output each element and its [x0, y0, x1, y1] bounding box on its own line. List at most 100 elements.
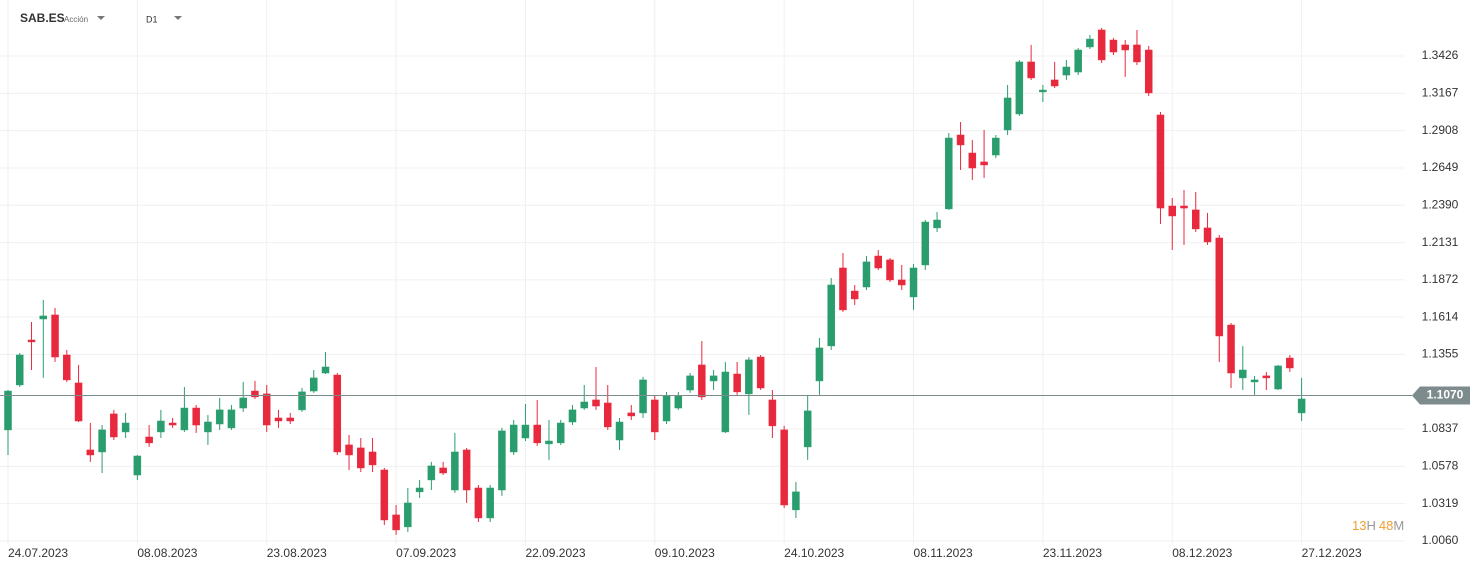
candle-body — [533, 424, 541, 444]
y-tick-label: 1.0319 — [1422, 496, 1459, 510]
candle-body — [439, 467, 447, 474]
candle-body — [27, 339, 36, 343]
candle-body — [1168, 205, 1176, 217]
y-tick-label: 1.2908 — [1422, 123, 1459, 137]
candle-body — [745, 359, 753, 395]
candle-body — [368, 451, 377, 466]
candle-body — [1086, 38, 1094, 48]
candle-body — [568, 409, 577, 423]
candle-body — [1156, 114, 1165, 209]
candle-body — [756, 356, 765, 389]
candle-body — [110, 413, 118, 438]
candle-body — [662, 395, 671, 422]
x-tick-label: 24.07.2023 — [8, 546, 68, 560]
candle-body — [215, 409, 224, 425]
candle-body — [404, 502, 412, 528]
y-tick-label: 1.3426 — [1422, 48, 1459, 62]
candle-body — [615, 421, 624, 441]
countdown-minutes: 48 — [1379, 518, 1393, 533]
candle-body — [310, 377, 318, 392]
y-tick-label: 1.2390 — [1422, 197, 1459, 211]
candle-body — [909, 267, 918, 298]
candle-body — [63, 354, 71, 381]
x-tick-label: 08.08.2023 — [137, 546, 197, 560]
candle-body — [345, 444, 353, 456]
candle-body — [698, 364, 706, 398]
candle-body — [392, 514, 400, 531]
x-tick-label: 07.09.2023 — [396, 546, 456, 560]
y-tick-label: 1.1355 — [1422, 347, 1459, 361]
candle-body — [1203, 227, 1212, 243]
candle-body — [180, 407, 189, 431]
candle-body — [380, 469, 389, 521]
candle-body — [1015, 61, 1024, 115]
candle-body — [874, 255, 882, 269]
candle-body — [1262, 375, 1271, 379]
candle-body — [803, 410, 812, 448]
x-tick-label: 24.10.2023 — [784, 546, 844, 560]
x-tick-label: 09.10.2023 — [655, 546, 715, 560]
candle-body — [674, 395, 683, 409]
last-price-tag — [1412, 386, 1470, 405]
x-tick-label: 08.12.2023 — [1172, 546, 1232, 560]
candle-body — [1039, 89, 1047, 93]
candle-body — [733, 373, 741, 393]
candle-body — [415, 487, 424, 493]
candle-body — [274, 417, 283, 422]
candle-body — [86, 449, 95, 456]
candle-body — [204, 421, 212, 433]
candle-body — [333, 374, 342, 453]
candle-body — [51, 314, 59, 358]
candle-body — [121, 422, 130, 433]
dropdown-icon[interactable] — [174, 16, 182, 20]
x-tick-label: 23.08.2023 — [267, 546, 327, 560]
candle-body — [1286, 357, 1294, 369]
candle-body — [945, 137, 953, 210]
candle-body — [1274, 365, 1282, 390]
candle-body — [651, 399, 659, 433]
candle-body — [862, 261, 871, 288]
timeframe[interactable]: D1 — [146, 14, 158, 24]
candle-body — [1133, 44, 1141, 63]
candle-body — [921, 221, 930, 266]
y-tick-label: 1.0578 — [1422, 459, 1459, 473]
candle-body — [980, 161, 988, 166]
candle-body — [898, 279, 906, 286]
candle-body — [780, 429, 788, 506]
candle-body — [298, 391, 306, 411]
candle-body — [498, 430, 506, 491]
candle-body — [933, 219, 941, 229]
candle-body — [992, 137, 1000, 156]
last-price-label: 1.1070 — [1427, 388, 1464, 402]
candle-body — [74, 382, 83, 422]
candle-body — [251, 390, 259, 398]
y-tick-label: 1.0837 — [1422, 421, 1459, 435]
symbol[interactable]: SAB.ES — [20, 11, 65, 25]
candle-body — [1097, 29, 1106, 61]
y-tick-label: 1.2131 — [1422, 235, 1459, 249]
candle-body — [145, 436, 153, 444]
candle-body — [968, 152, 977, 169]
candle-body — [627, 412, 636, 417]
candle-body — [721, 371, 730, 433]
candle-body — [192, 407, 200, 426]
candle-body — [1250, 379, 1259, 383]
candle-body — [451, 451, 459, 491]
candle-body — [545, 440, 553, 445]
x-tick-label: 22.09.2023 — [525, 546, 585, 560]
countdown-minutes-unit: M — [1393, 518, 1404, 533]
candle-body — [1215, 237, 1224, 337]
candle-body — [792, 491, 800, 511]
candle-body — [1027, 61, 1035, 79]
candle-body — [521, 424, 530, 439]
candle-body — [886, 259, 894, 281]
candle-body — [474, 487, 483, 519]
candle-body — [686, 375, 694, 391]
dropdown-icon[interactable] — [97, 16, 105, 20]
candle-body — [357, 447, 365, 469]
candle-body — [768, 399, 777, 427]
candle-body — [639, 379, 647, 414]
candle-body — [239, 397, 247, 409]
